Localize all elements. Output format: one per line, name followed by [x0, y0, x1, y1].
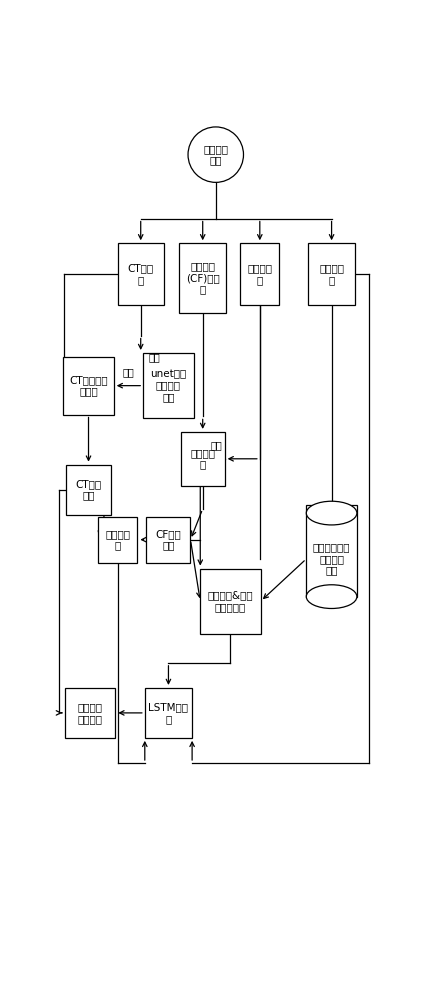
Text: 分割: 分割 [123, 367, 134, 377]
Text: 疾病知识图谱
关联分析
评分: 疾病知识图谱 关联分析 评分 [313, 542, 350, 576]
FancyBboxPatch shape [147, 517, 190, 563]
FancyBboxPatch shape [179, 243, 226, 312]
FancyBboxPatch shape [99, 517, 137, 563]
FancyBboxPatch shape [118, 243, 164, 305]
Ellipse shape [306, 585, 357, 608]
FancyBboxPatch shape [308, 243, 355, 305]
Text: 药物回录
库: 药物回录 库 [105, 529, 131, 550]
FancyBboxPatch shape [181, 432, 225, 486]
Text: 评分标准
(CF)数据
库: 评分标准 (CF)数据 库 [186, 261, 220, 294]
FancyBboxPatch shape [200, 569, 261, 634]
Text: 肌瘤回录&药物
差异性分析: 肌瘤回录&药物 差异性分析 [208, 590, 253, 612]
FancyBboxPatch shape [67, 465, 111, 515]
Text: CT数据
库: CT数据 库 [128, 263, 154, 285]
Text: 病人信息
库: 病人信息 库 [247, 263, 272, 285]
Text: 肌瘤回录
库: 肌瘤回录 库 [190, 448, 215, 470]
Text: unet分割
模型训练
模型: unet分割 模型训练 模型 [150, 369, 187, 402]
FancyBboxPatch shape [63, 357, 114, 415]
Text: CT特征
提取: CT特征 提取 [75, 479, 101, 500]
Text: CT分割结果
图像库: CT分割结果 图像库 [69, 375, 108, 396]
Text: LSTM编码
器: LSTM编码 器 [149, 702, 189, 724]
FancyBboxPatch shape [65, 688, 115, 738]
Text: 筛选: 筛选 [211, 440, 223, 450]
FancyBboxPatch shape [145, 688, 192, 738]
Text: 图像: 图像 [149, 352, 161, 362]
Ellipse shape [306, 501, 357, 525]
Text: 治疗方案
库: 治疗方案 库 [319, 263, 344, 285]
Text: 痊愈概率
打分输出: 痊愈概率 打分输出 [77, 702, 103, 724]
Text: CF特征
提取: CF特征 提取 [156, 529, 181, 550]
FancyBboxPatch shape [143, 353, 194, 418]
FancyBboxPatch shape [240, 243, 280, 305]
Text: 病人检测
信息: 病人检测 信息 [203, 144, 228, 165]
Ellipse shape [188, 127, 243, 182]
FancyBboxPatch shape [306, 505, 357, 597]
